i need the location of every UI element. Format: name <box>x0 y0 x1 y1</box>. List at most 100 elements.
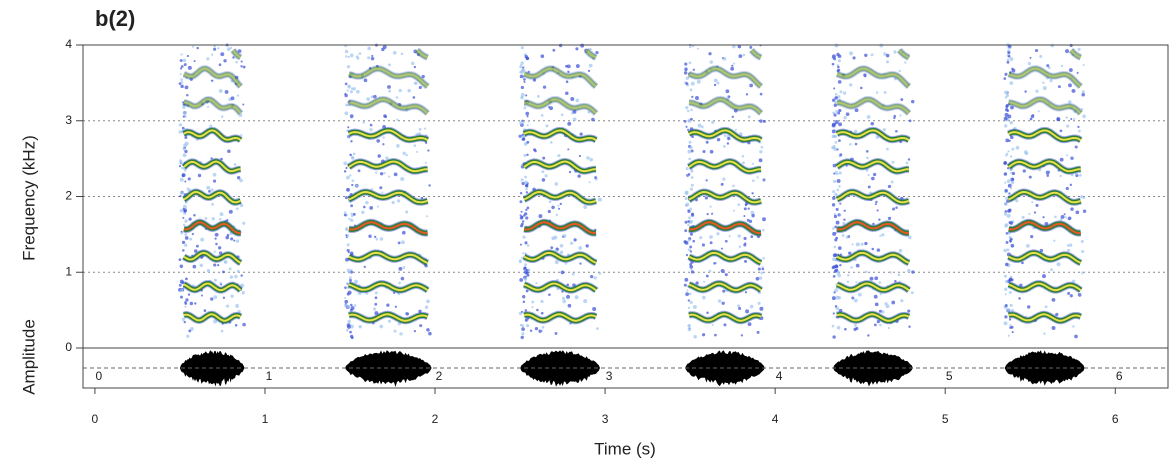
osc-tick-label: 0 <box>96 369 103 383</box>
noise-dot <box>350 218 354 222</box>
noise-dot <box>426 299 430 304</box>
noise-dot <box>554 332 558 335</box>
noise-dot <box>684 197 688 201</box>
noise-dot <box>228 209 233 214</box>
noise-dot <box>230 294 234 298</box>
noise-dot <box>689 263 692 266</box>
noise-dot <box>519 74 524 79</box>
noise-dot <box>184 180 187 183</box>
noise-dot <box>424 305 429 309</box>
noise-dot <box>1059 129 1063 133</box>
noise-dot <box>240 203 244 208</box>
noise-dot <box>689 245 693 249</box>
noise-dot <box>595 50 599 55</box>
noise-dot <box>589 157 594 162</box>
noise-dot <box>1009 155 1013 158</box>
noise-dot <box>214 237 217 240</box>
noise-dot <box>525 216 529 220</box>
y-tick-label: 3 <box>65 113 72 127</box>
noise-dot <box>540 54 545 59</box>
noise-dot <box>525 187 528 191</box>
x-tick-label: 2 <box>432 412 439 426</box>
noise-dot <box>426 215 429 218</box>
noise-dot <box>597 197 602 202</box>
noise-dot <box>864 241 868 246</box>
noise-dot <box>1035 203 1039 207</box>
noise-dot <box>555 213 559 217</box>
noise-dot <box>348 217 351 221</box>
noise-dot <box>894 280 897 283</box>
noise-dot <box>526 273 530 277</box>
noise-dot <box>1059 174 1062 178</box>
noise-dot <box>1009 324 1012 327</box>
noise-dot <box>424 161 428 164</box>
noise-dot <box>900 98 904 101</box>
noise-dot <box>1075 210 1080 215</box>
noise-dot <box>1003 321 1008 326</box>
noise-dot <box>689 45 692 49</box>
noise-dot <box>524 180 528 185</box>
noise-dot <box>832 274 836 278</box>
noise-dot <box>732 44 736 49</box>
noise-dot <box>588 181 591 184</box>
harmonic-core <box>836 129 910 141</box>
noise-dot <box>1080 195 1084 199</box>
noise-dot <box>725 89 730 94</box>
noise-dot <box>541 178 546 182</box>
noise-dot <box>696 47 699 50</box>
noise-dot <box>1074 334 1078 339</box>
noise-dot <box>690 108 693 112</box>
noise-dot <box>687 299 690 302</box>
noise-dot <box>523 153 527 157</box>
noise-dot <box>891 160 895 164</box>
noise-dot <box>578 246 583 250</box>
harmonic-core <box>183 129 242 141</box>
noise-dot <box>833 179 837 184</box>
noise-dot <box>385 156 389 160</box>
noise-dot <box>1078 129 1081 133</box>
noise-dot <box>350 270 354 274</box>
noise-dot <box>407 88 411 93</box>
noise-dot <box>685 105 689 110</box>
noise-dot <box>226 47 231 52</box>
noise-dot <box>1026 305 1031 309</box>
noise-dot <box>1006 58 1010 61</box>
noise-dot <box>908 119 912 123</box>
noise-dot <box>220 52 225 57</box>
noise-dot <box>540 299 544 304</box>
noise-dot <box>524 54 528 59</box>
noise-dot <box>523 80 526 83</box>
noise-dot <box>552 48 556 52</box>
noise-dot <box>1009 81 1014 85</box>
noise-dot <box>236 269 240 273</box>
noise-dot <box>349 308 353 312</box>
noise-dot <box>709 60 713 64</box>
noise-dot <box>836 148 839 151</box>
noise-dot <box>839 263 842 267</box>
noise-dot <box>762 217 766 222</box>
noise-dot <box>686 284 689 288</box>
noise-dot <box>586 156 590 160</box>
noise-dot <box>1010 243 1015 248</box>
noise-dot <box>836 178 841 183</box>
noise-dot <box>1065 49 1069 54</box>
noise-dot <box>235 60 238 64</box>
noise-dot <box>692 68 695 71</box>
noise-dot <box>529 329 533 333</box>
noise-dot <box>571 272 575 276</box>
noise-dot <box>347 84 352 89</box>
noise-dot <box>349 324 354 329</box>
noise-dot <box>687 238 691 242</box>
noise-dot <box>688 292 692 296</box>
noise-dot <box>526 244 530 247</box>
harmonic-core <box>523 251 597 264</box>
noise-dot <box>843 218 846 221</box>
noise-dot <box>193 249 198 253</box>
noise-dot <box>910 99 915 104</box>
noise-dot <box>344 93 348 98</box>
harmonic-core <box>585 49 597 59</box>
noise-dot <box>182 147 186 151</box>
noise-dot <box>1011 68 1016 73</box>
noise-dot <box>206 268 211 273</box>
